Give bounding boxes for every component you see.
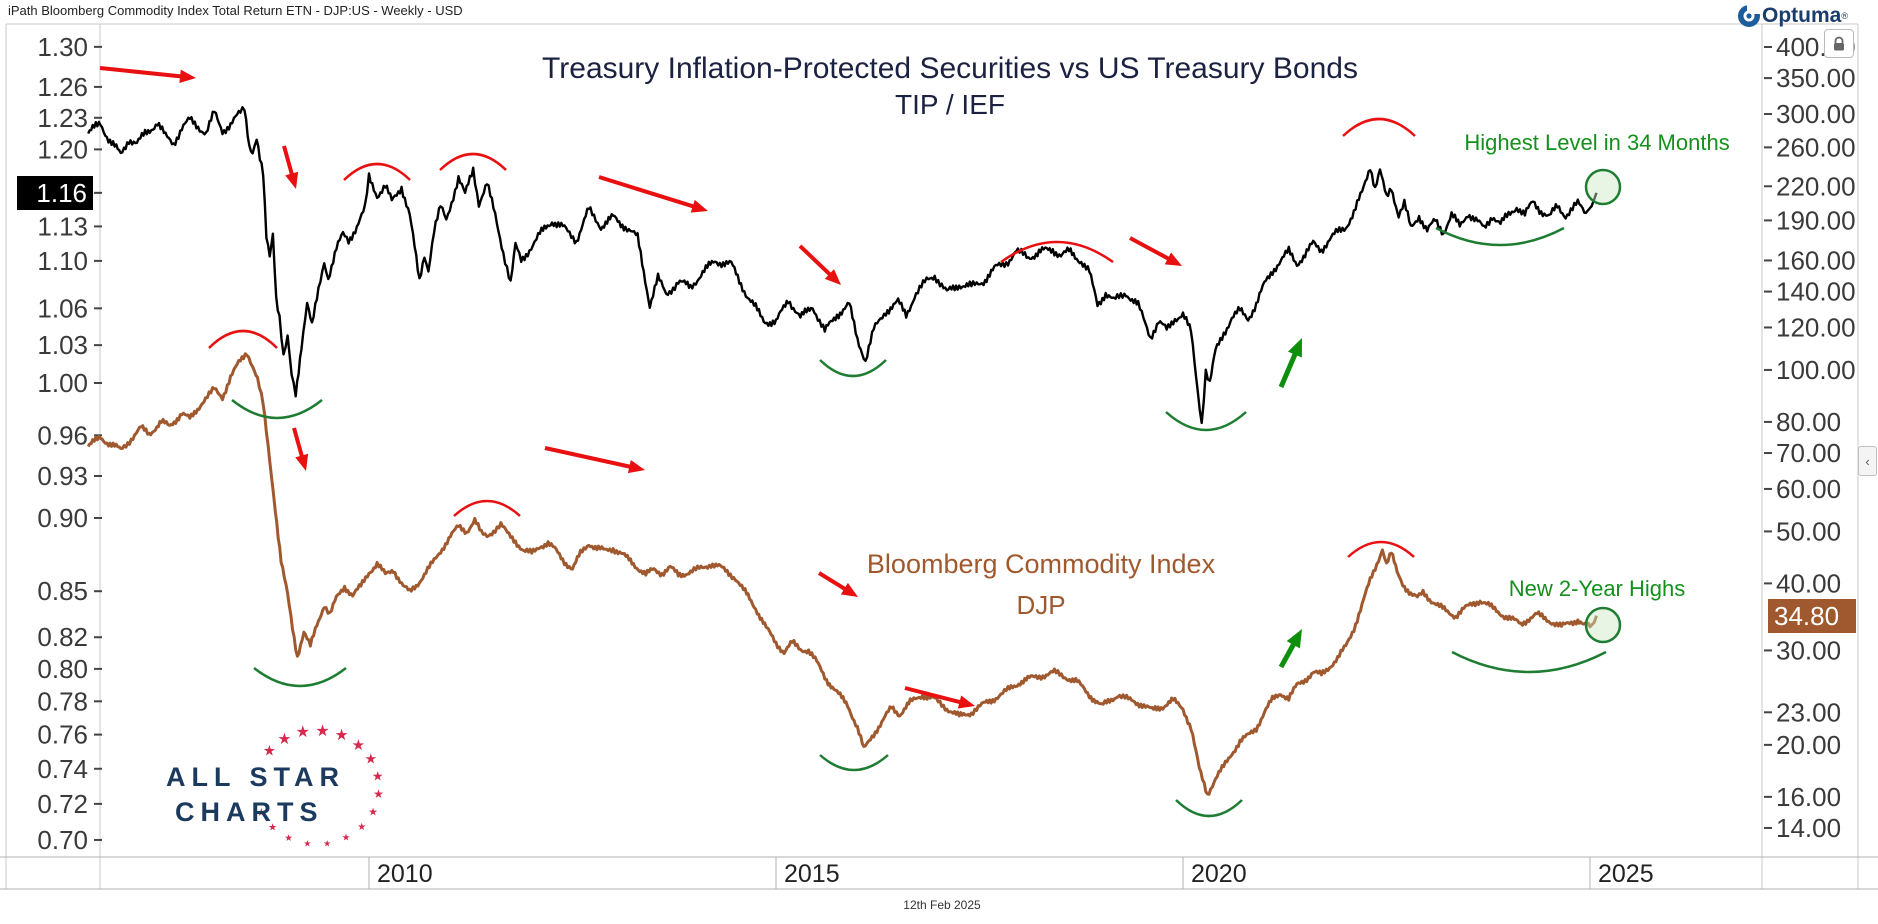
star-icon: ★ <box>323 838 331 848</box>
right-axis-tick-label: 350.00 <box>1776 63 1856 93</box>
right-axis-tick-label: 220.00 <box>1776 171 1856 201</box>
star-icon: ★ <box>268 822 277 833</box>
star-icon: ★ <box>335 727 349 744</box>
chart-subtitle: TIP / IEF <box>895 89 1005 120</box>
collapse-panel-chevron[interactable]: ‹ <box>1858 446 1877 476</box>
axis-labels: 1.30 1.261.231.20 1.13 1.10 1.06 1.03 1.00 0.96… <box>37 32 1855 855</box>
allstarcharts-star-ring: ★★ ★ ★ ★★★★★★★★★★★★★ <box>256 723 384 849</box>
optuma-wordmark: Optuma <box>1762 4 1842 27</box>
right-axis-tick-label: 190.00 <box>1776 205 1856 235</box>
series-label-bloomberg-commodity-index: Bloomberg Commodity Index <box>866 549 1216 579</box>
right-axis-tick-label: 20.00 <box>1776 730 1841 760</box>
star-icon: ★ <box>364 752 377 768</box>
star-icon: ★ <box>315 723 329 740</box>
x-axis-year-label[interactable]: 2025 <box>1598 860 1654 888</box>
right-axis-tick-label: 50.00 <box>1776 516 1841 546</box>
star-icon: ★ <box>263 744 276 760</box>
left-axis-tick-label: 0.78 <box>37 686 88 716</box>
optuma-registered-mark: ® <box>1841 11 1848 21</box>
right-axis-tick-label: 70.00 <box>1776 438 1841 468</box>
left-axis-tick-label: 1.06 <box>37 293 88 323</box>
allstarcharts-logo-text-1: ALL STAR <box>166 762 345 792</box>
chart-title: Treasury Inflation-Protected Securities … <box>542 52 1358 85</box>
left-axis-tick-label: 1.13 <box>37 211 88 241</box>
right-axis-tick-label: 60.00 <box>1776 474 1841 504</box>
left-axis-tick-label: 0.72 <box>37 789 88 819</box>
left-axis-tick-label: 0.96 <box>37 420 88 450</box>
star-icon: ★ <box>368 806 378 818</box>
star-icon: ★ <box>352 737 366 754</box>
star-icon: ★ <box>278 731 292 748</box>
star-icon: ★ <box>256 807 266 819</box>
latest-point-highlight-circle <box>1584 606 1622 644</box>
star-icon: ★ <box>357 822 366 833</box>
star-icon: ★ <box>296 724 310 741</box>
optuma-logo: Optuma ® <box>1736 3 1848 29</box>
left-axis-tick-label: 0.74 <box>37 754 88 784</box>
right-axis-tick-label: 40.00 <box>1776 568 1841 598</box>
star-icon: ★ <box>373 787 384 801</box>
allstarcharts-logo-text-2: CHARTS <box>175 797 324 827</box>
right-axis-tick-label: 160.00 <box>1776 245 1856 275</box>
right-axis-tick-label: 14.00 <box>1776 813 1841 843</box>
star-icon: ★ <box>372 768 384 783</box>
left-axis-tick-label: 1.30 <box>37 32 88 62</box>
left-axis-tick-label: 0.76 <box>37 720 88 750</box>
left-axis-tick-label: 0.80 <box>37 654 88 684</box>
star-icon: ★ <box>284 833 292 843</box>
left-axis-tick-label: 1.23 <box>37 103 88 133</box>
left-axis-tick-label: 0.70 <box>37 825 88 855</box>
footer-date: 12th Feb 2025 <box>903 898 981 912</box>
latest-point-highlight-circle <box>1584 168 1622 206</box>
left-axis-tick-label: 1.20 <box>37 134 88 164</box>
series-line-tip-ief <box>87 106 1598 425</box>
left-axis-tick-label: 0.93 <box>37 461 88 491</box>
right-axis-tick-label: 260.00 <box>1776 132 1856 162</box>
x-axis-year-band: 2010 2015 2020 2025 <box>368 857 1654 889</box>
left-axis-tick-label: 0.82 <box>37 622 88 652</box>
left-axis-tick-label: 1.26 <box>37 72 88 102</box>
annotation-new-2yr-highs: New 2-Year Highs <box>1508 576 1686 601</box>
security-title: iPath Bloomberg Commodity Index Total Re… <box>8 3 463 18</box>
annotation-highest-level: Highest Level in 34 Months <box>1464 130 1730 155</box>
right-axis-tick-label: 120.00 <box>1776 312 1856 342</box>
x-axis-year-label[interactable]: 2015 <box>784 860 840 888</box>
right-axis-tick-label: 300.00 <box>1776 99 1856 129</box>
optuma-icon <box>1738 5 1761 27</box>
series-label-djp: DJP <box>1016 590 1066 620</box>
star-icon: ★ <box>303 838 311 848</box>
series-line-djp <box>86 352 1598 796</box>
right-axis-tick-label: 16.00 <box>1776 782 1841 812</box>
last-price-box-tip-ief: 1.16 <box>17 175 93 210</box>
right-axis-tick-label: 23.00 <box>1776 697 1841 727</box>
right-axis-tick-label: 100.00 <box>1776 355 1856 385</box>
x-axis-year-label[interactable]: 2020 <box>1191 860 1247 888</box>
last-price-box-djp: 34.80 <box>1768 598 1856 633</box>
x-axis-year-label[interactable]: 2010 <box>377 860 433 888</box>
left-axis-tick-label: 1.00 <box>37 368 88 398</box>
annotations <box>99 66 1622 818</box>
right-axis-tick-label: 80.00 <box>1776 407 1841 437</box>
left-axis-tick-label: 1.03 <box>37 330 88 360</box>
right-axis-tick-label: 140.00 <box>1776 277 1856 307</box>
left-axis-tick-label: 0.85 <box>37 576 88 606</box>
star-icon: ★ <box>342 832 350 843</box>
right-axis-tick-label: 30.00 <box>1776 635 1841 665</box>
lock-button[interactable] <box>1824 29 1854 58</box>
lock-icon <box>1834 36 1844 50</box>
left-axis-tick-label: 0.90 <box>37 503 88 533</box>
left-axis-tick-label: 1.10 <box>37 246 88 276</box>
